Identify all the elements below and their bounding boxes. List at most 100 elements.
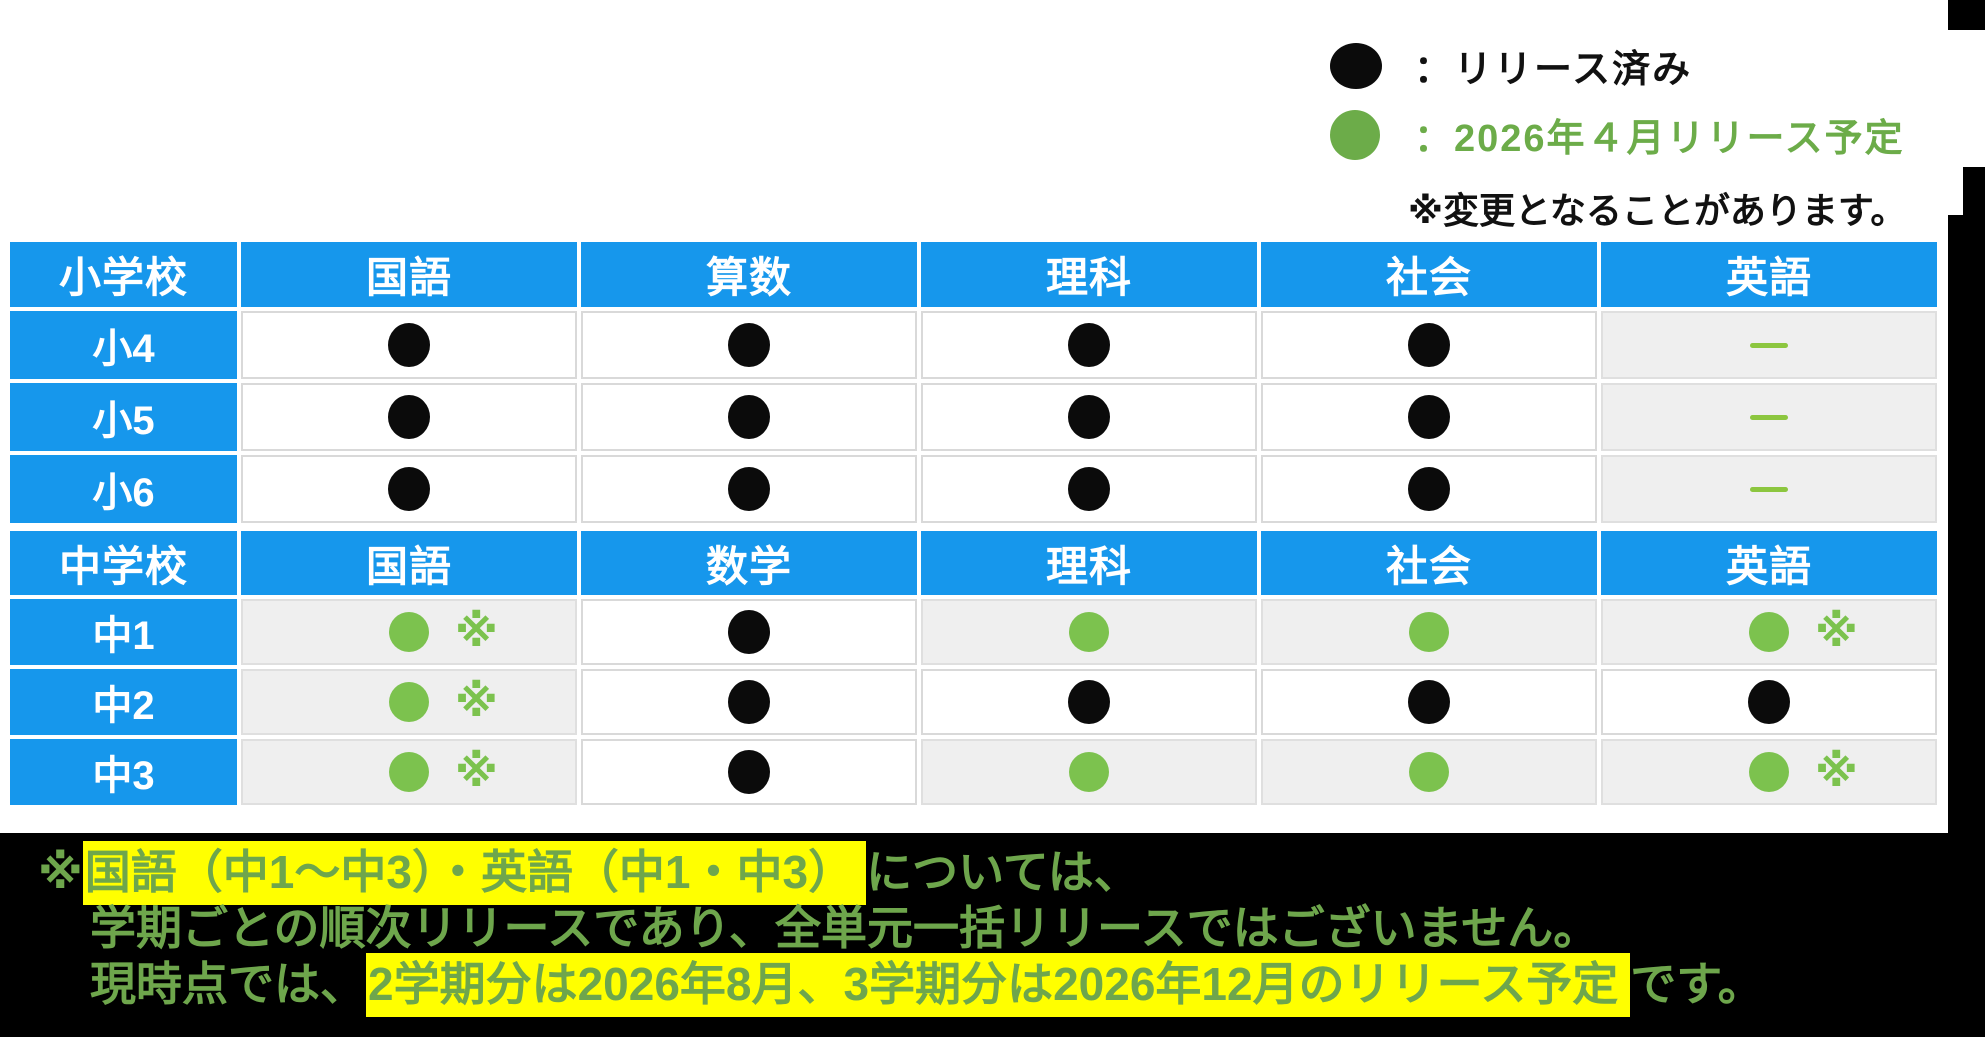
subject-header: 社会 <box>1261 531 1597 595</box>
status-cell: ※ <box>241 669 577 735</box>
status-cell <box>241 311 577 379</box>
legend-released-label: ：リリース済み <box>1414 49 1693 91</box>
status-cell <box>1261 599 1597 665</box>
status-cell <box>1261 455 1597 523</box>
planned-dot-icon <box>1069 752 1109 792</box>
section-elementary: 小学校 国語 算数 理科 社会 英語 小4 小5 小6 <box>10 242 1937 523</box>
status-cell <box>581 739 917 805</box>
status-cell <box>921 599 1257 665</box>
grade-cell: 中2 <box>10 669 237 735</box>
grade-cell: 小6 <box>10 455 237 523</box>
footnote-highlight-1: 国語（中1～中3）・英語（中1・中3） <box>82 841 867 905</box>
released-dot-icon <box>728 750 770 794</box>
cell-note-mark: ※ <box>455 607 498 656</box>
released-dot-icon <box>728 680 770 724</box>
subject-header: 英語 <box>1601 242 1937 307</box>
legend-planned-label: ：2026年４月リリース予定 <box>1414 118 1905 160</box>
section-junior-high: 中学校 国語 数学 理科 社会 英語中1 ※ ※ 中2 ※ 中3 ※ ※ <box>10 531 1937 805</box>
not-offered-dash-icon <box>1750 342 1788 348</box>
released-dot-icon <box>1408 323 1450 367</box>
cell-note-mark: ※ <box>455 677 498 726</box>
subject-header: 社会 <box>1261 242 1597 307</box>
grade-cell: 小5 <box>10 383 237 451</box>
planned-dot-icon <box>389 682 429 722</box>
released-dot-icon <box>1068 680 1110 724</box>
subject-header: 数学 <box>581 531 917 595</box>
subject-header: 国語 <box>241 242 577 307</box>
status-cell <box>1261 739 1597 805</box>
cell-note-mark: ※ <box>1815 747 1858 796</box>
status-cell <box>581 383 917 451</box>
footnote-note-mark: ※ <box>38 846 83 898</box>
not-offered-dash-icon <box>1750 414 1788 420</box>
released-dot-icon <box>728 467 770 511</box>
footnote-line-2: 学期ごとの順次リリースであり、全単元一括リリースではございません。 <box>90 902 1600 954</box>
grade-cell: 中3 <box>10 739 237 805</box>
planned-dot-icon <box>1749 612 1789 652</box>
legend-item-planned: ：2026年４月リリース予定 <box>1330 107 1906 162</box>
school-level-header: 中学校 <box>10 531 237 595</box>
grade-cell: 中1 <box>10 599 237 665</box>
planned-dot-icon <box>389 612 429 652</box>
planned-dot-icon <box>1330 109 1380 160</box>
released-dot-icon <box>1408 680 1450 724</box>
released-dot-icon <box>388 467 430 511</box>
footnote-line-3-prefix: 現時点では、 <box>90 958 366 1010</box>
cell-note-mark: ※ <box>455 747 498 796</box>
footnote-line-1: ※国語（中1～中3）・英語（中1・中3） については、 <box>38 841 1764 905</box>
status-cell <box>1261 311 1597 379</box>
status-cell <box>921 311 1257 379</box>
status-cell <box>241 455 577 523</box>
status-cell: ※ <box>241 599 577 665</box>
legend-item-released: ：リリース済み <box>1330 38 1906 93</box>
school-level-header: 小学校 <box>10 242 237 307</box>
released-dot-icon <box>1330 42 1382 89</box>
status-cell <box>1601 669 1937 735</box>
status-cell <box>581 311 917 379</box>
released-dot-icon <box>388 323 430 367</box>
released-dot-icon <box>1068 323 1110 367</box>
grade-cell: 小4 <box>10 311 237 379</box>
released-dot-icon <box>728 323 770 367</box>
legend-note: ※変更となることがあります。 <box>1408 190 1907 231</box>
footnote-line-1-suffix: については、 <box>866 846 1140 898</box>
status-cell <box>1261 383 1597 451</box>
subject-header: 理科 <box>921 242 1257 307</box>
cell-note-mark: ※ <box>1815 607 1858 656</box>
footnote-highlight-3: 2学期分は2026年8月、3学期分は2026年12月のリリース予定 <box>366 953 1631 1017</box>
status-cell <box>921 669 1257 735</box>
right-edge-bar-top <box>1948 0 1985 30</box>
legend: ：リリース済み ：2026年４月リリース予定 ※変更となることがあります。 <box>1330 38 1906 234</box>
subject-header: 理科 <box>921 531 1257 595</box>
footnote: ※国語（中1～中3）・英語（中1・中3） については、 学期ごとの順次リリースであ… <box>38 841 1764 1017</box>
footnote-line-3-suffix: です。 <box>1630 958 1764 1010</box>
subject-header: 英語 <box>1601 531 1937 595</box>
released-dot-icon <box>388 395 430 439</box>
status-cell <box>1601 311 1937 379</box>
released-dot-icon <box>1068 467 1110 511</box>
not-offered-dash-icon <box>1750 486 1788 492</box>
right-edge-bar <box>1948 215 1985 833</box>
planned-dot-icon <box>389 752 429 792</box>
status-cell <box>241 383 577 451</box>
right-edge-bar-step <box>1963 167 1985 215</box>
released-dot-icon <box>1408 395 1450 439</box>
status-cell: ※ <box>1601 599 1937 665</box>
status-cell <box>581 599 917 665</box>
released-dot-icon <box>1408 467 1450 511</box>
released-dot-icon <box>1748 680 1790 724</box>
planned-dot-icon <box>1749 752 1789 792</box>
status-cell <box>1261 669 1597 735</box>
status-cell: ※ <box>1601 739 1937 805</box>
subject-header: 国語 <box>241 531 577 595</box>
subjects-table: 小学校 国語 算数 理科 社会 英語 小4 小5 小6 中学校 国語 数学 理科 社会 英語 中1 ※ ※ 中2 ※ 中… <box>10 242 1937 805</box>
status-cell <box>581 455 917 523</box>
released-dot-icon <box>728 395 770 439</box>
status-cell <box>581 669 917 735</box>
status-cell <box>921 739 1257 805</box>
released-dot-icon <box>1068 395 1110 439</box>
status-cell <box>1601 383 1937 451</box>
footnote-line-3: 現時点では、2学期分は2026年8月、3学期分は2026年12月のリリース予定で… <box>90 953 1764 1017</box>
status-cell <box>1601 455 1937 523</box>
